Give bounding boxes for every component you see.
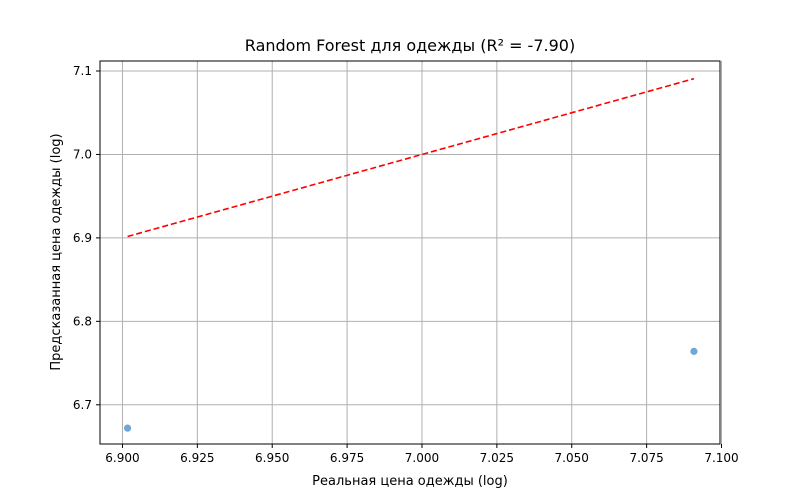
y-tick-label: 6.7 <box>73 398 92 412</box>
x-tick-label: 7.100 <box>704 451 738 465</box>
y-axis-label: Предсказанная цена одежды (log) <box>49 133 64 370</box>
x-tick-label: 7.000 <box>405 451 439 465</box>
y-tick-label: 6.8 <box>73 314 92 328</box>
x-tick-label: 6.950 <box>255 451 289 465</box>
x-tick-label: 6.900 <box>105 451 139 465</box>
x-tick-label: 6.925 <box>180 451 214 465</box>
reference-line-layer <box>127 77 695 238</box>
axes-frame <box>99 60 721 445</box>
y-tick-label: 6.9 <box>73 231 92 245</box>
grid <box>100 61 722 444</box>
ideal-prediction-line <box>127 77 695 238</box>
data-point <box>690 347 698 355</box>
y-tick-label: 7.1 <box>73 64 92 78</box>
x-tick-label: 6.975 <box>330 451 364 465</box>
x-tick-label: 7.025 <box>480 451 514 465</box>
x-tick-label: 7.050 <box>555 451 589 465</box>
x-ticks: 6.900 6.925 6.950 6.975 7.000 7.025 7.050 7.075… <box>105 444 739 465</box>
points-layer <box>123 347 698 432</box>
x-tick-label: 7.075 <box>629 451 663 465</box>
data-point <box>123 424 132 432</box>
x-axis-label: Реальная цена одежды (log) <box>312 474 508 489</box>
chart-title: Random Forest для одежды (R² = -7.90) <box>245 36 575 55</box>
y-ticks: 6.7 6.8 6.9 7.0 7.1 <box>73 64 100 412</box>
y-tick-label: 7.0 <box>73 147 92 161</box>
